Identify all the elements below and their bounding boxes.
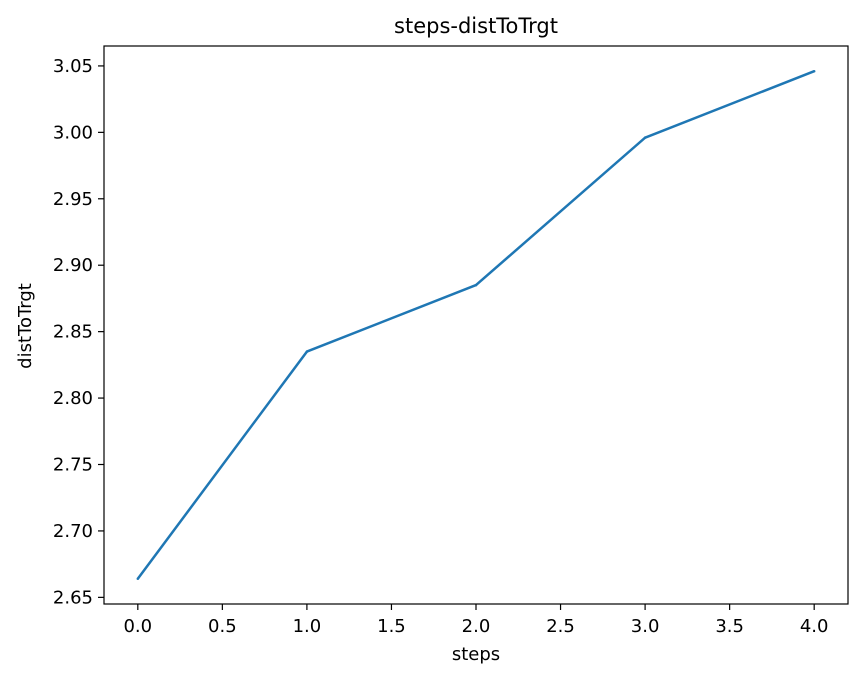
data-point (305, 350, 309, 353)
plot-area-frame (103, 45, 849, 605)
x-tick-label: 2.0 (462, 616, 491, 637)
x-tick-label: 4.0 (800, 616, 829, 637)
y-tick-label: 2.70 (53, 521, 93, 542)
y-tick-label: 2.85 (53, 322, 93, 343)
y-tick-label: 2.95 (53, 189, 93, 210)
x-axis-title: steps (452, 644, 500, 665)
x-tick-label: 0.0 (123, 616, 152, 637)
data-point (643, 136, 647, 139)
y-tick-label: 2.80 (53, 388, 93, 409)
x-tick-label: 1.5 (377, 616, 406, 637)
y-tick-label: 2.65 (53, 587, 93, 608)
chart-title: steps-distToTrgt (394, 14, 558, 38)
y-tick-label: 2.75 (53, 455, 93, 476)
x-tick-label: 3.0 (631, 616, 660, 637)
x-tick-label: 0.5 (208, 616, 237, 637)
y-tick-label: 2.90 (53, 255, 93, 276)
y-axis-title: distToTrgt (15, 283, 36, 369)
y-axis-ticks: 2.65 2.70 2.75 2.80 2.85 2.90 2.95 3.00 3.05 (53, 56, 104, 608)
x-tick-label: 1.0 (293, 616, 322, 637)
x-tick-label: 2.5 (546, 616, 575, 637)
data-point (474, 283, 478, 287)
data-points (136, 69, 816, 581)
x-axis-ticks: 0.0 0.5 1.0 1.5 2.0 2.5 3.0 3.5 4.0 (123, 604, 829, 637)
y-tick-label: 3.00 (53, 122, 93, 143)
x-tick-label: 3.5 (715, 616, 744, 637)
data-point (812, 69, 816, 73)
y-tick-label: 3.05 (53, 56, 93, 77)
data-point (136, 577, 140, 581)
